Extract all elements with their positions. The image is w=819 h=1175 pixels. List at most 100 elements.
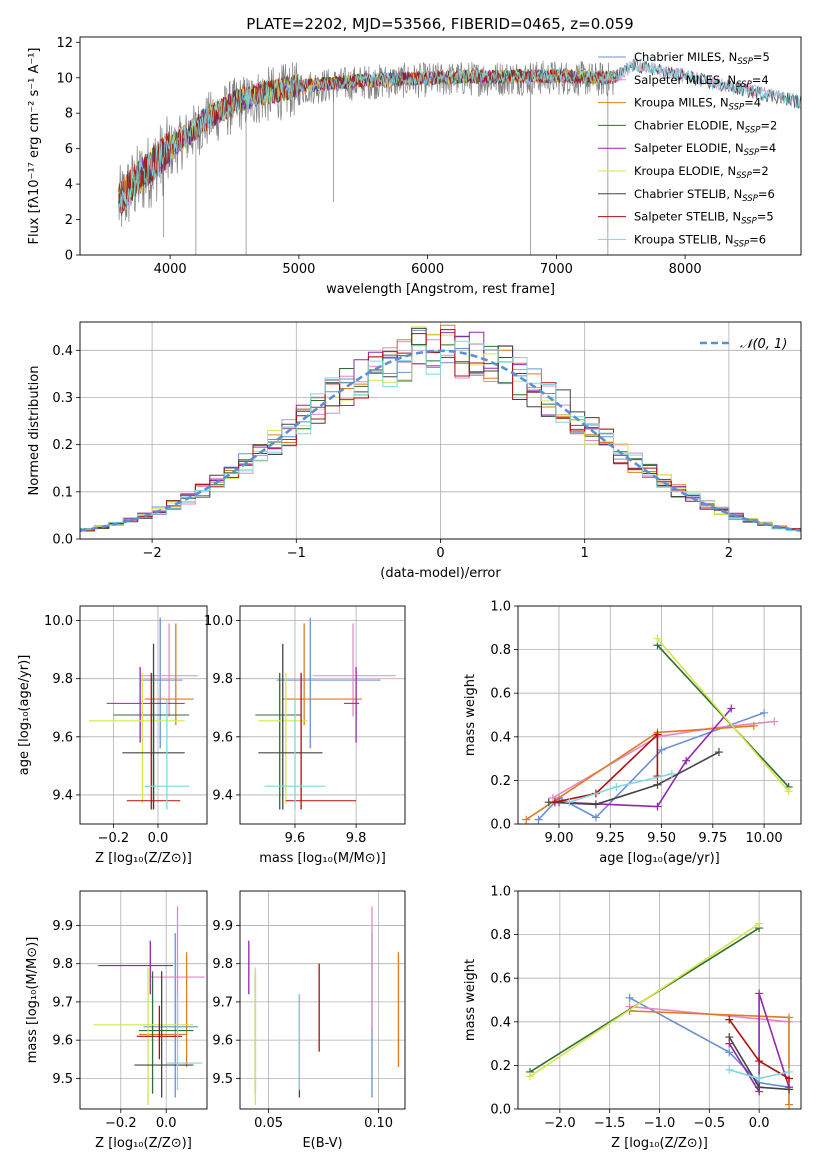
y-tick-label: 9.7	[212, 995, 233, 1010]
x-tick-label: 10.00	[745, 831, 782, 846]
x-tick-label: −2	[143, 546, 162, 561]
x-tick-label: 4000	[154, 262, 187, 277]
x-tick-label: 9.50	[647, 831, 676, 846]
weight-marker	[682, 756, 691, 765]
weight-marker	[522, 815, 531, 824]
errorbar-salpeter_stelib	[136, 1005, 183, 1060]
legend-subscript: SSP	[729, 103, 745, 113]
weight_vs_age-frame	[517, 605, 802, 825]
y-tick-label: 9.4	[52, 788, 73, 803]
y-tick-label: 0.6	[490, 687, 511, 702]
x-tick-label: −1.5	[594, 1116, 626, 1131]
weight-marker	[525, 1072, 534, 1081]
legend-subscript: SSP	[736, 80, 752, 90]
y-tick-label: 0.2	[52, 438, 73, 453]
y-tick-label: 6	[65, 142, 73, 157]
x-axis-label: Z [log₁₀(Z/Z⊙)]	[95, 851, 192, 866]
y-tick-label: 9.5	[212, 1072, 233, 1087]
y-tick-label: 0.8	[490, 928, 511, 943]
y-tick-label: 0.0	[490, 1103, 511, 1118]
legend-text: =6	[749, 232, 766, 246]
model-line-kroupa_stelib	[118, 60, 801, 217]
weight-marker	[755, 989, 764, 998]
legend-label-salpeter_miles: Salpeter MILES, NSSP=4	[634, 73, 769, 90]
errorbar-chabrier_stelib	[258, 643, 323, 810]
y-tick-label: 9.6	[52, 730, 73, 745]
y-tick-label: 0.2	[490, 1059, 511, 1074]
age_vs_Z-axes: −0.2 0.0 9.4 9.6 9.8 10.0	[44, 606, 207, 846]
errorbar-salpeter_elodie	[106, 667, 185, 743]
y-axis-label: Flux [fλ10⁻¹⁷ erg cm⁻² s⁻¹ A⁻¹]	[27, 48, 42, 245]
errorbar-chabrier_elodie	[255, 672, 302, 810]
weight-marker	[612, 782, 621, 791]
weight-series-chabrier_stelib	[725, 1033, 794, 1094]
legend-subscript: SSP	[736, 171, 752, 181]
weight-marker	[548, 793, 557, 802]
errorbar-kroupa_miles	[144, 623, 194, 726]
weight-marker	[667, 769, 676, 778]
x-tick-label: −0.2	[105, 1116, 137, 1131]
weight-marker	[591, 813, 600, 822]
histogram-salpeter_stelib	[80, 329, 801, 532]
weight_vs_age-plot-area	[522, 634, 793, 824]
errorbar-salpeter_stelib	[285, 672, 357, 810]
y-tick-label: 12	[56, 36, 73, 51]
spectrum-plot-area	[118, 58, 801, 255]
legend-text: =4	[744, 96, 761, 110]
y-tick-label: 9.9	[212, 919, 233, 934]
legend-label-kroupa_miles: Kroupa MILES, NSSP=4	[634, 96, 761, 113]
weight-marker	[785, 1085, 794, 1094]
weight-marker	[784, 787, 793, 796]
weight-series-salpeter_stelib	[550, 730, 662, 807]
x-axis-label: (data-model)/error	[380, 566, 501, 581]
chart-title: PLATE=2202, MJD=53566, FIBERID=0465, z=0…	[246, 15, 633, 33]
y-tick-label: 9.9	[52, 919, 73, 934]
legend-text: Salpeter ELODIE, N	[634, 141, 744, 155]
y-tick-label: 10.0	[44, 614, 73, 629]
x-tick-label: 9.8	[346, 831, 367, 846]
x-tick-label: −0.2	[98, 831, 130, 846]
y-tick-label: 0	[65, 249, 73, 264]
y-tick-label: 9.6	[212, 1034, 233, 1049]
errorbar-salpeter_miles	[140, 623, 199, 717]
legend-label-kroupa_elodie: Kroupa ELODIE, NSSP=2	[634, 164, 769, 181]
legend-label-salpeter_stelib: Salpeter STELIB, NSSP=5	[634, 210, 774, 227]
x-tick-label: −2.0	[544, 1116, 576, 1131]
legend-text: Salpeter STELIB, N	[634, 210, 741, 224]
x-tick-label: −1.0	[644, 1116, 676, 1131]
mass_vs_Z-plot-area	[93, 906, 205, 1106]
errorbar-chabrier_stelib	[134, 971, 194, 1098]
errorbar-chabrier_miles	[143, 933, 198, 1098]
y-tick-label: 4	[65, 178, 73, 193]
weight-marker	[725, 1065, 734, 1074]
x-tick-label: 8000	[669, 262, 702, 277]
y-axis-label: mass [log₁₀(M/M⊙)]	[25, 937, 40, 1064]
weight-marker	[591, 800, 600, 809]
x-tick-label: 7000	[540, 262, 573, 277]
legend-text: =2	[760, 118, 777, 132]
weight-line	[529, 923, 760, 1077]
weight-marker	[625, 993, 634, 1002]
y-tick-label: 0.1	[52, 485, 73, 500]
y-tick-label: 0.3	[52, 391, 73, 406]
y-tick-label: 0.4	[490, 1015, 511, 1030]
weight-marker	[657, 745, 666, 754]
errorbar-kroupa_miles	[282, 623, 363, 726]
legend-text: Chabrier STELIB, N	[634, 187, 742, 201]
legend-text: Chabrier ELODIE, N	[634, 118, 745, 132]
residuals-plot-area	[80, 324, 801, 532]
weight-marker	[725, 1048, 734, 1057]
weight_vs_Z-frame	[517, 890, 802, 1110]
y-tick-label: 9.8	[52, 672, 73, 687]
weight-marker	[653, 780, 662, 789]
legend-text: Kroupa STELIB, N	[634, 232, 734, 246]
y-tick-label: 0.6	[490, 972, 511, 987]
weight-marker	[653, 730, 662, 739]
weight-line	[558, 707, 732, 808]
y-tick-label: 1.0	[490, 600, 511, 615]
weight-line	[569, 773, 672, 803]
x-axis-label: mass [log₁₀(M/M⊙)]	[259, 851, 386, 866]
errorbar-salpeter_elodie	[98, 940, 173, 995]
weight-marker	[550, 798, 559, 807]
